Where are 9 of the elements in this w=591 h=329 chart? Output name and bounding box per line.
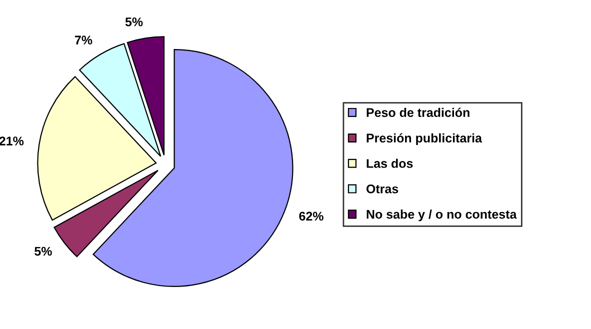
data-label: 5% <box>125 17 143 26</box>
legend-label: Otras <box>366 184 398 194</box>
legend-label: Las dos <box>366 158 413 168</box>
legend-label: Peso de tradición <box>366 108 470 117</box>
data-label: 62% <box>299 212 324 221</box>
data-label: 5% <box>34 246 52 256</box>
legend-label: Presión publicitaria <box>366 133 482 145</box>
legend-label: No sabe y / o no contesta <box>366 210 517 222</box>
data-label: 7% <box>75 36 92 44</box>
